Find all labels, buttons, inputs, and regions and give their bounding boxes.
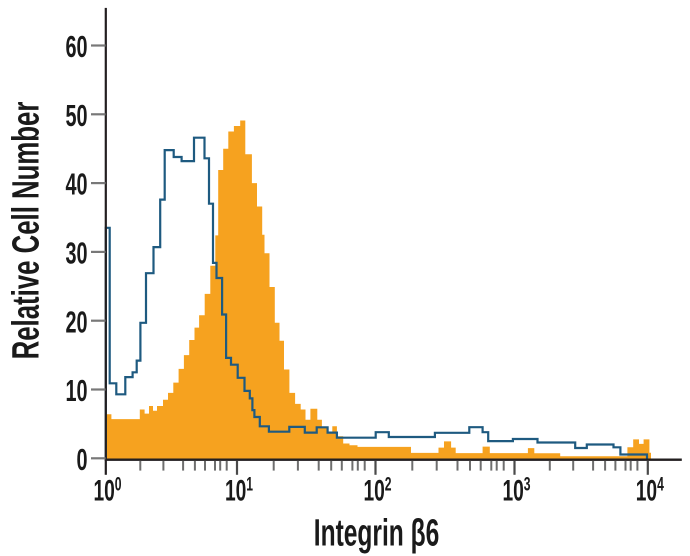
svg-text:Integrin β6: Integrin β6	[314, 511, 440, 554]
svg-text:50: 50	[65, 100, 87, 133]
svg-text:30: 30	[65, 237, 87, 270]
svg-text:Relative Cell Number: Relative Cell Number	[5, 101, 47, 359]
svg-text:60: 60	[65, 31, 87, 64]
svg-text:20: 20	[65, 306, 87, 339]
svg-text:10: 10	[65, 375, 87, 408]
svg-text:0: 0	[76, 444, 87, 477]
svg-text:40: 40	[65, 169, 87, 202]
